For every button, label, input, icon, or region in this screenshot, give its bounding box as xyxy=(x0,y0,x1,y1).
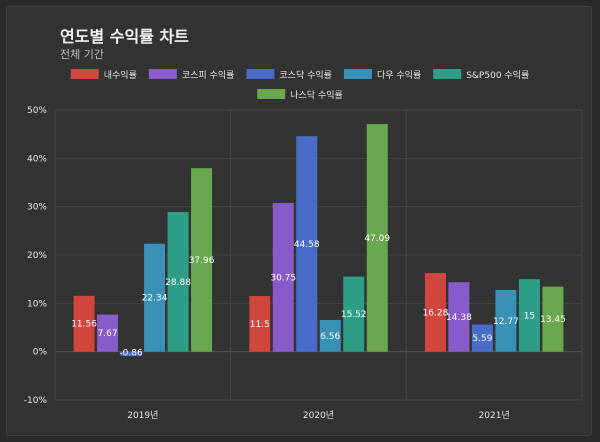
data-label: 44.58 xyxy=(294,240,320,250)
data-label: 37.96 xyxy=(189,256,215,266)
data-label: 6.56 xyxy=(320,332,340,342)
data-label: 14.38 xyxy=(446,313,472,323)
data-label: 47.09 xyxy=(364,234,390,244)
legend-label[interactable]: 내수익률 xyxy=(104,69,137,81)
data-label: 16.28 xyxy=(423,308,449,318)
legend-swatch[interactable] xyxy=(257,89,286,99)
y-tick-label: -10% xyxy=(24,396,48,406)
legend-label[interactable]: 코스닥 수익률 xyxy=(279,69,332,81)
bar[interactable] xyxy=(144,243,166,352)
legend-swatch[interactable] xyxy=(148,69,177,79)
data-label: 7.67 xyxy=(98,329,118,339)
y-tick-label: 40% xyxy=(27,154,47,164)
x-tick-label: 2020년 xyxy=(303,410,334,421)
legend-label[interactable]: 코스피 수익률 xyxy=(182,69,235,81)
legend-swatch[interactable] xyxy=(343,69,372,79)
legend-swatch[interactable] xyxy=(70,69,99,79)
y-tick-label: 0% xyxy=(33,348,48,358)
data-label: 5.59 xyxy=(472,334,492,344)
data-label: -0.86 xyxy=(119,349,143,359)
data-label: 28.88 xyxy=(165,278,191,288)
bar[interactable] xyxy=(518,279,540,352)
legend-label[interactable]: 다우 수익률 xyxy=(377,69,421,81)
bar[interactable] xyxy=(343,276,365,352)
y-tick-label: 20% xyxy=(27,251,47,261)
bar[interactable] xyxy=(424,272,446,352)
x-tick-label: 2021년 xyxy=(479,410,510,421)
data-label: 15.52 xyxy=(341,310,367,320)
data-label: 11.56 xyxy=(71,320,97,330)
data-label: 30.75 xyxy=(270,273,296,283)
chart-subtitle: 전체 기간 xyxy=(60,48,104,61)
bar[interactable] xyxy=(97,314,119,352)
legend-swatch[interactable] xyxy=(246,69,275,79)
data-label: 11.5 xyxy=(250,320,270,330)
bar[interactable] xyxy=(366,124,388,352)
bar[interactable] xyxy=(542,286,564,352)
bar[interactable] xyxy=(191,168,213,352)
legend-label[interactable]: S&P500 수익률 xyxy=(466,69,529,81)
y-tick-label: 30% xyxy=(27,203,47,213)
bar[interactable] xyxy=(448,282,470,352)
bar[interactable] xyxy=(471,324,493,352)
chart-title: 연도별 수익률 차트 xyxy=(60,27,189,46)
data-label: 13.45 xyxy=(540,315,566,325)
y-tick-label: 10% xyxy=(27,299,47,309)
bar[interactable] xyxy=(249,296,271,352)
bar[interactable] xyxy=(495,289,517,352)
bar[interactable] xyxy=(296,136,318,352)
legend-label[interactable]: 나스닥 수익률 xyxy=(290,89,343,101)
bar[interactable] xyxy=(167,212,189,352)
bar[interactable] xyxy=(120,351,142,356)
bar[interactable] xyxy=(272,203,294,352)
bar[interactable] xyxy=(73,295,95,352)
legend-swatch[interactable] xyxy=(433,69,462,79)
data-label: 12.77 xyxy=(493,317,519,327)
x-tick-label: 2019년 xyxy=(127,410,158,421)
data-label: 22.34 xyxy=(142,294,168,304)
data-label: 15 xyxy=(524,311,535,321)
bar[interactable] xyxy=(319,319,341,352)
y-tick-label: 50% xyxy=(27,106,47,116)
